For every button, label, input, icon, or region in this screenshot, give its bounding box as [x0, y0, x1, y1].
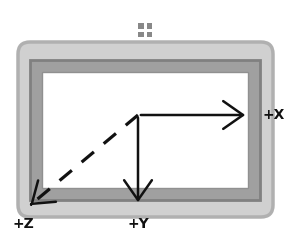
Text: +X: +X — [263, 108, 285, 122]
Bar — [42, 72, 248, 188]
Bar — [138, 31, 143, 37]
Bar — [138, 23, 143, 28]
Bar — [146, 31, 152, 37]
Text: +Z: +Z — [13, 217, 35, 231]
Text: +Y: +Y — [127, 217, 149, 231]
Bar — [30, 60, 260, 200]
Bar — [146, 23, 152, 28]
FancyBboxPatch shape — [18, 42, 273, 217]
